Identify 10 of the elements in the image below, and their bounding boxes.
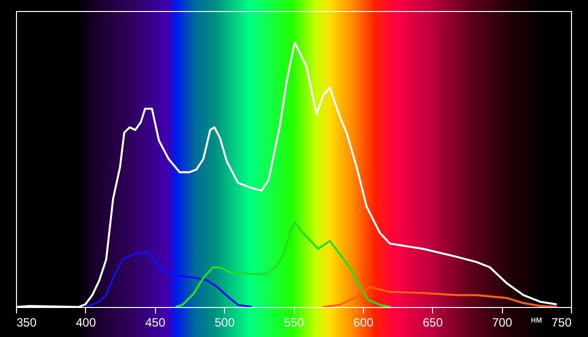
x-tick-label: 550	[284, 316, 304, 330]
x-tick-label: 650	[422, 316, 444, 330]
x-tick-label: 450	[145, 316, 166, 330]
x-tick-label: 350	[16, 316, 37, 330]
x-tick-label: 500	[214, 316, 235, 330]
x-tick-label: 700	[492, 316, 512, 330]
x-tick-label: 750	[551, 316, 572, 330]
x-tick-label: 600	[353, 316, 374, 330]
x-tick-label: 400	[76, 316, 96, 330]
x-axis-title: нм	[530, 314, 542, 324]
